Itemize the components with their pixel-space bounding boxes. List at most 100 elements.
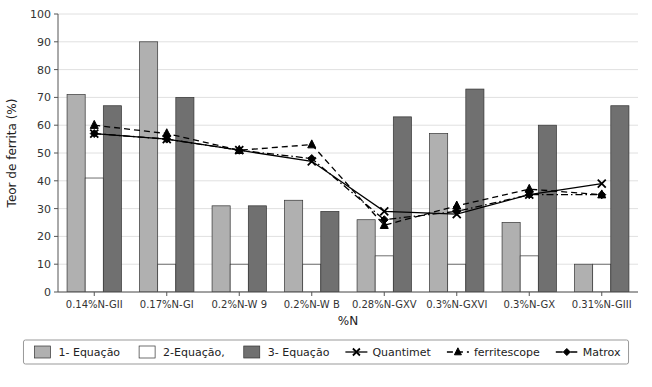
- y-tick-label: 100: [30, 8, 51, 21]
- x-tick-label: 0.2%N-W 9: [211, 299, 267, 310]
- x-tick-label: 0.17%N-GI: [140, 299, 194, 310]
- bar: [103, 106, 121, 292]
- legend-item: ferritescope: [447, 346, 540, 359]
- y-tick: [54, 264, 58, 265]
- x-tick: [166, 292, 167, 296]
- legend-label: 3- Equação: [268, 346, 330, 359]
- y-tick: [54, 97, 58, 98]
- y-tick: [54, 208, 58, 209]
- y-tick-label: 30: [37, 203, 51, 216]
- grid-line: [58, 292, 638, 293]
- bar: [357, 220, 375, 292]
- bar: [448, 264, 466, 292]
- x-tick-label: 0.31%N-GIII: [572, 299, 632, 310]
- y-tick-label: 10: [37, 258, 51, 271]
- legend-label: 2-Equação,: [163, 346, 225, 359]
- bar: [611, 106, 629, 292]
- legend-marker: [563, 349, 570, 356]
- marker: [90, 130, 98, 138]
- y-tick-label: 40: [37, 175, 51, 188]
- y-tick-label: 90: [37, 36, 51, 49]
- marker: [525, 191, 533, 199]
- bar: [538, 125, 556, 292]
- bar: [212, 206, 230, 292]
- legend-item: 3- Equação: [244, 346, 330, 359]
- marker: [453, 207, 461, 215]
- plot-area: [67, 42, 629, 292]
- bar: [285, 200, 303, 292]
- bar: [502, 223, 520, 293]
- y-tick-label: 60: [37, 119, 51, 132]
- bar: [230, 264, 248, 292]
- x-tick: [601, 292, 602, 296]
- marker: [380, 216, 388, 224]
- bar: [85, 178, 103, 292]
- x-tick: [239, 292, 240, 296]
- marker: [598, 180, 606, 188]
- x-tick: [456, 292, 457, 296]
- bar: [393, 117, 411, 292]
- bar: [575, 264, 593, 292]
- y-tick: [54, 180, 58, 181]
- marker: [235, 146, 243, 154]
- y-axis-label: Teor de ferrita (%): [5, 99, 19, 209]
- y-tick: [54, 236, 58, 237]
- legend-label: Matrox: [583, 346, 621, 359]
- x-tick-label: 0.2%N-W B: [284, 299, 340, 310]
- line: [94, 134, 602, 215]
- y-tick-label: 70: [37, 91, 51, 104]
- marker: [380, 207, 388, 215]
- bar: [140, 42, 158, 292]
- x-tick: [529, 292, 530, 296]
- marker: [90, 130, 98, 138]
- marker: [235, 146, 243, 154]
- legend-label: Quantimet: [372, 346, 431, 359]
- x-tick-label: 0.28%N-GXV: [352, 299, 417, 310]
- legend-swatch: [139, 346, 155, 358]
- legend-marker: [454, 348, 461, 355]
- legend-item: Matrox: [556, 346, 621, 359]
- y-tick: [54, 153, 58, 154]
- bar: [466, 89, 484, 292]
- grid-line: [58, 14, 638, 15]
- legend-marker: [353, 349, 360, 356]
- legend-swatch: [244, 346, 260, 358]
- bar: [176, 97, 194, 292]
- chart: 01020304050607080901000.14%N-GII0.17%N-G…: [0, 0, 652, 387]
- marker: [308, 155, 316, 163]
- bar: [375, 256, 393, 292]
- y-tick: [54, 292, 58, 293]
- y-tick: [54, 41, 58, 42]
- legend-item: 2-Equação,: [139, 346, 225, 359]
- legend-label: 1- Equação: [58, 346, 120, 359]
- legend-swatch: [34, 346, 50, 358]
- x-tick-label: 0.3%N-GXVI: [426, 299, 487, 310]
- y-tick: [54, 14, 58, 15]
- grid: [58, 14, 638, 292]
- bar: [158, 264, 176, 292]
- bar: [303, 264, 321, 292]
- x-axis: [58, 292, 638, 293]
- marker: [308, 140, 316, 148]
- y-tick: [54, 125, 58, 126]
- bar: [520, 256, 538, 292]
- marker: [598, 190, 606, 198]
- x-tick: [94, 292, 95, 296]
- x-tick: [384, 292, 385, 296]
- marker: [235, 145, 243, 153]
- legend: 1- Equação 2-Equação, 3- Equação Quantimet f…: [23, 340, 628, 364]
- x-axis-label: %N: [338, 314, 358, 328]
- bar: [321, 211, 339, 292]
- marker: [598, 191, 606, 199]
- x-tick: [311, 292, 312, 296]
- legend-box: [23, 340, 628, 364]
- x-tick-label: 0.3%N-GX: [504, 299, 556, 310]
- marker: [90, 120, 98, 128]
- bar: [593, 264, 611, 292]
- y-tick-label: 50: [37, 147, 51, 160]
- marker: [163, 135, 171, 143]
- y-tick-label: 0: [44, 286, 51, 299]
- line: [94, 125, 602, 225]
- y-tick-label: 80: [37, 64, 51, 77]
- y-axis: [58, 14, 59, 292]
